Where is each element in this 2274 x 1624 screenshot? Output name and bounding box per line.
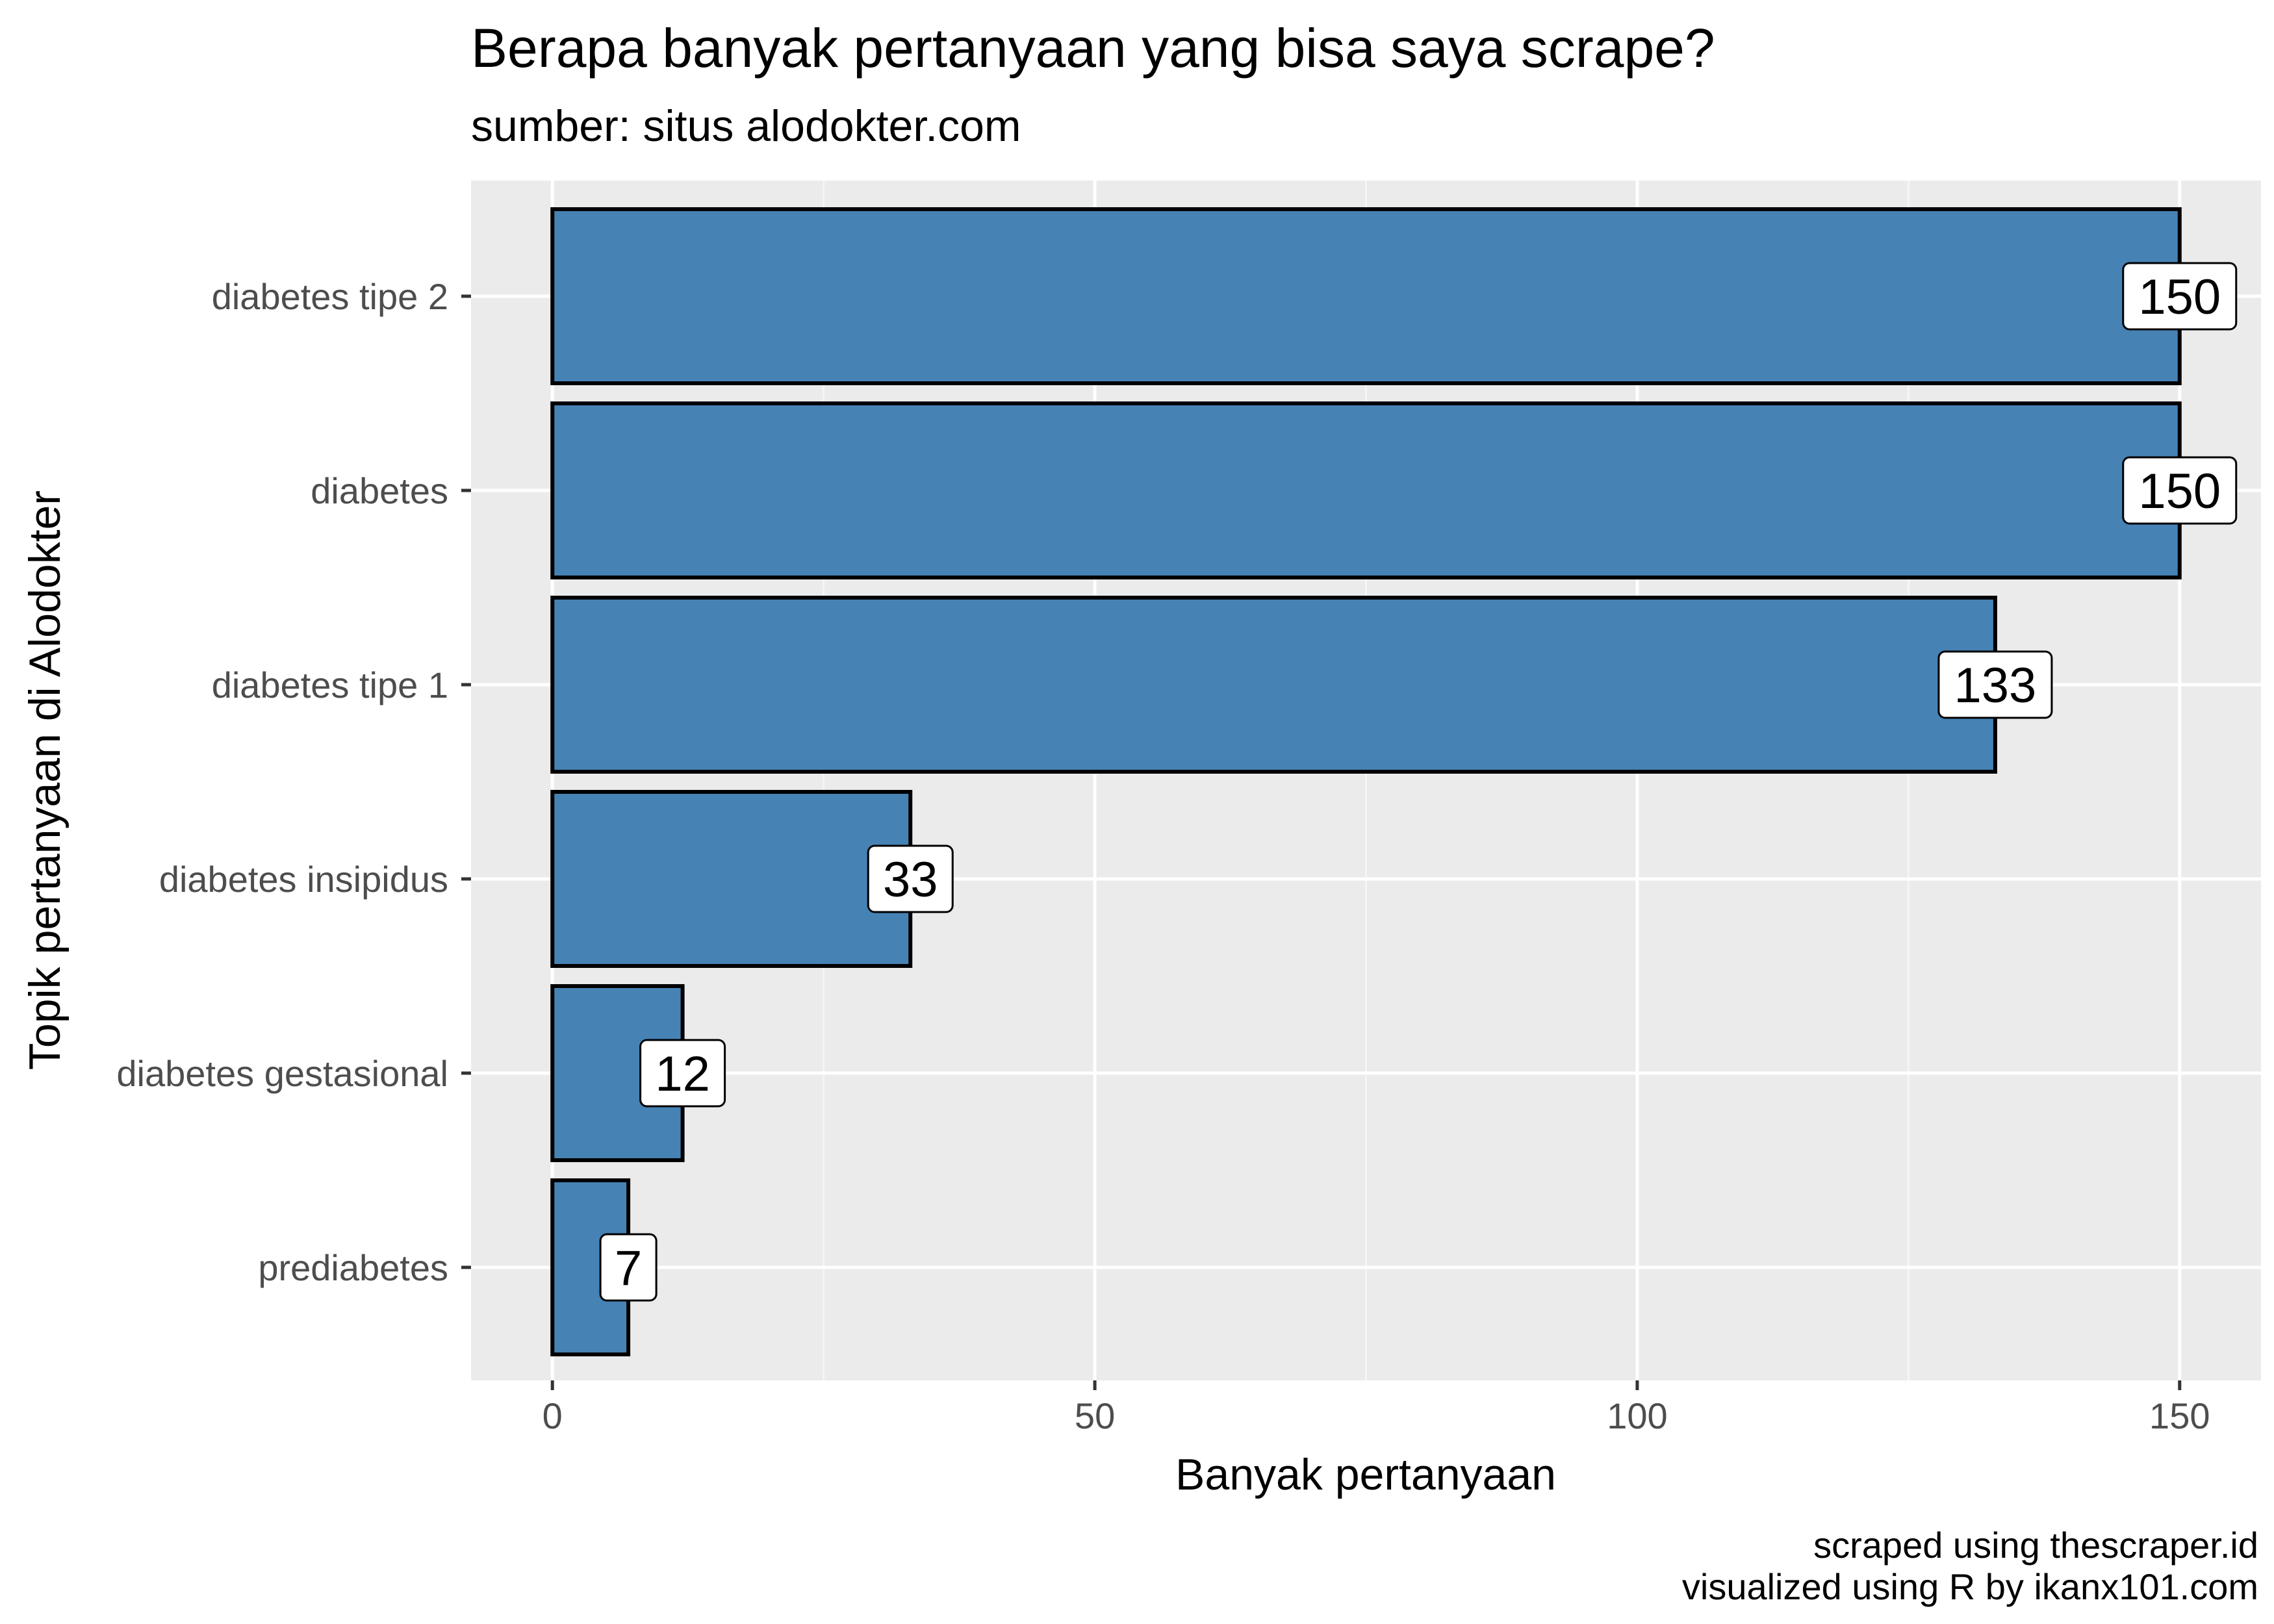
- bar: [550, 207, 2182, 385]
- caption-line-2: visualized using R by ikanx101.com: [1682, 1566, 2258, 1607]
- bar-label-box: [599, 1233, 658, 1302]
- bar-label-box: [2122, 456, 2238, 525]
- bars: [550, 207, 2182, 1356]
- bar-label-box: [867, 844, 954, 913]
- y-axis: diabetes tipe 2 diabetes diabetes tipe 1 di…: [116, 276, 471, 1288]
- chart-subtitle: sumber: situs alodokter.com: [471, 101, 1021, 151]
- bar: [550, 401, 2182, 579]
- x-tick-label: 100: [1607, 1395, 1667, 1436]
- bar: [550, 596, 1997, 774]
- y-tick-label: diabetes gestasional: [116, 1053, 448, 1094]
- x-axis: 0 50 100 150: [543, 1380, 2210, 1436]
- bar-label: 12: [655, 1047, 710, 1102]
- chart-title: Berapa banyak pertanyaan yang bisa saya …: [471, 18, 1715, 79]
- y-tick-label: diabetes tipe 2: [212, 276, 448, 317]
- caption-line-1: scraped using thescraper.id: [1813, 1525, 2258, 1566]
- bar-label: 133: [1954, 658, 2037, 713]
- bar-label-box: [639, 1039, 726, 1108]
- bar-label: 150: [2138, 464, 2221, 519]
- bar-label: 7: [615, 1241, 642, 1296]
- x-tick-label: 50: [1075, 1395, 1115, 1436]
- bar-label-box: [1937, 650, 2053, 719]
- y-tick-label: diabetes: [311, 470, 448, 511]
- bar-label: 150: [2138, 270, 2221, 325]
- bar-label: 33: [883, 852, 938, 907]
- bar: [550, 790, 913, 968]
- bar-labels: 150 150 133 33 12 7: [599, 262, 2238, 1302]
- x-axis-title: Banyak pertanyaan: [1175, 1450, 1556, 1499]
- y-tick-label: prediabetes: [258, 1247, 448, 1288]
- x-tick-label: 150: [2149, 1395, 2210, 1436]
- y-tick-label: diabetes tipe 1: [212, 665, 448, 705]
- y-axis-title: Topik pertanyaan di Alodokter: [20, 490, 70, 1070]
- bar-label-box: [2122, 262, 2238, 331]
- y-tick-label: diabetes insipidus: [159, 859, 448, 900]
- x-tick-label: 0: [543, 1395, 563, 1436]
